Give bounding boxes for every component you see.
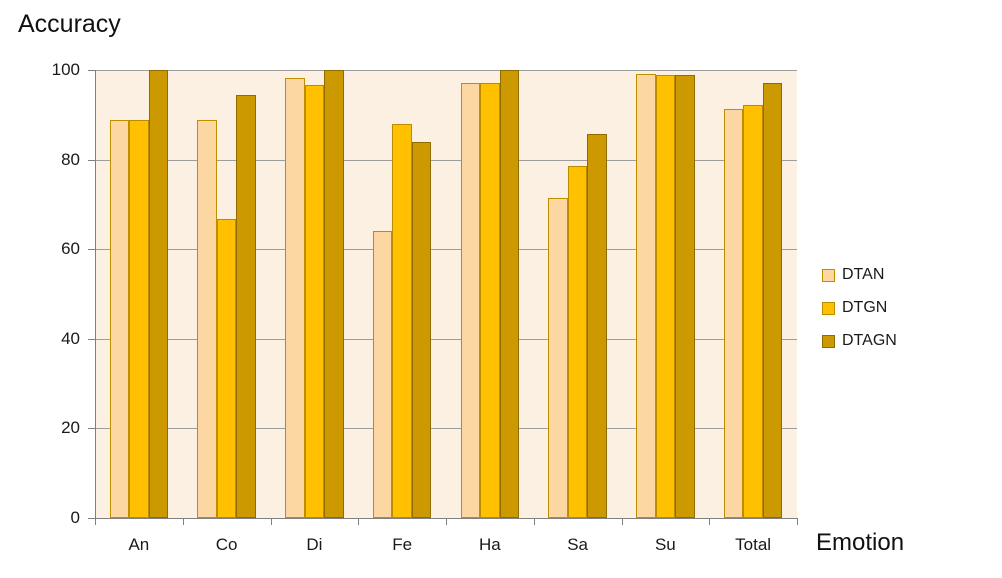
- y-tick-label-0: 0: [70, 508, 80, 527]
- bar-DTGN-Sa: [567, 165, 588, 518]
- y-tick-label-20: 20: [61, 418, 80, 438]
- y-tick-label-60: 60: [61, 239, 80, 259]
- bar-DTAN-Su: [636, 74, 656, 518]
- bar-DTGN-Di: [304, 85, 325, 518]
- bar-DTGN-Total: [743, 104, 763, 518]
- y-axis-line: [95, 70, 96, 525]
- gridline-40: [95, 338, 797, 340]
- legend-item-DTAGN: DTAGN: [822, 331, 897, 351]
- bar-DTAN-Co: [197, 119, 217, 518]
- bar-group-Total: [709, 70, 797, 518]
- x-tick-1: [182, 518, 184, 525]
- bar-DTAN-Ha: [460, 83, 481, 518]
- bar-DTGN-Su: [655, 75, 676, 518]
- x-tick-2: [270, 518, 272, 525]
- y-tick-label-40: 40: [61, 328, 80, 348]
- legend-swatch-DTAGN: [822, 334, 835, 348]
- x-tick-7: [709, 518, 711, 525]
- y-tick-0: [88, 518, 95, 519]
- y-tick-100: [88, 70, 95, 71]
- x-tick-label-Ha: Ha: [479, 535, 501, 554]
- x-tick-label-Su: Su: [654, 535, 676, 554]
- y-tick-20: [88, 428, 95, 430]
- bar-group-Fe: [358, 70, 446, 518]
- x-tick-3: [358, 518, 360, 525]
- legend-swatch-DTGN: [822, 301, 835, 315]
- bar-DTAGN-Sa: [587, 134, 607, 518]
- bar-DTAN-An: [109, 119, 130, 518]
- bar-DTGN-Co: [216, 219, 237, 518]
- legend-label-DTAGN: DTAGN: [842, 332, 897, 349]
- bar-DTAN-Di: [285, 77, 305, 518]
- gridline-100: [95, 70, 797, 71]
- bar-DTAGN-An: [148, 70, 169, 518]
- gridline-60: [95, 249, 797, 251]
- bar-DTGN-An: [129, 119, 149, 518]
- legend-item-DTAN: DTAN: [822, 265, 897, 285]
- bar-group-Su: [622, 70, 710, 518]
- y-tick-40: [88, 338, 95, 340]
- legend-swatch-DTAN: [822, 268, 835, 282]
- y-tick-80: [88, 159, 95, 161]
- bar-DTAN-Sa: [548, 198, 568, 518]
- bar-group-Sa: [534, 70, 622, 518]
- x-tick-label-Total: Total: [735, 535, 772, 554]
- legend: DTAN DTGN DTAGN: [822, 265, 897, 351]
- x-tick-8: [797, 518, 798, 525]
- x-tick-6: [621, 518, 623, 525]
- x-tick-label-Di: Di: [306, 535, 323, 554]
- bar-DTAGN-Fe: [411, 141, 432, 518]
- bar-DTAGN-Co: [236, 95, 256, 518]
- bar-DTAGN-Su: [675, 75, 695, 518]
- bar-group-Ha: [446, 70, 534, 518]
- bar-DTAGN-Total: [762, 82, 783, 518]
- bar-group-Di: [271, 70, 359, 518]
- gridline-20: [95, 428, 797, 430]
- y-axis-title: Accuracy: [18, 10, 121, 38]
- bar-group-An: [95, 70, 183, 518]
- y-tick-60: [88, 249, 95, 251]
- bar-DTAN-Total: [723, 108, 744, 518]
- legend-label-DTGN: DTGN: [842, 299, 888, 316]
- bar-group-Co: [183, 70, 271, 518]
- x-tick-0: [95, 518, 96, 525]
- bar-DTAGN-Ha: [499, 70, 520, 518]
- x-tick-label-Fe: Fe: [392, 535, 413, 554]
- legend-label-DTAN: DTAN: [842, 266, 885, 283]
- y-tick-label-80: 80: [61, 149, 80, 169]
- bar-DTAN-Fe: [372, 231, 393, 518]
- x-tick-label-Co: Co: [215, 535, 238, 554]
- x-tick-5: [533, 518, 535, 525]
- x-tick-label-An: An: [128, 535, 150, 554]
- x-tick-label-Sa: Sa: [567, 535, 589, 554]
- x-axis-title: Emotion: [816, 529, 905, 556]
- bar-DTAGN-Di: [324, 70, 344, 518]
- x-tick-4: [446, 518, 447, 525]
- gridline-80: [95, 159, 797, 161]
- bar-DTGN-Ha: [480, 83, 500, 518]
- legend-item-DTGN: DTGN: [822, 298, 897, 318]
- bar-DTGN-Fe: [392, 123, 412, 518]
- y-tick-label-100: 100: [51, 60, 80, 79]
